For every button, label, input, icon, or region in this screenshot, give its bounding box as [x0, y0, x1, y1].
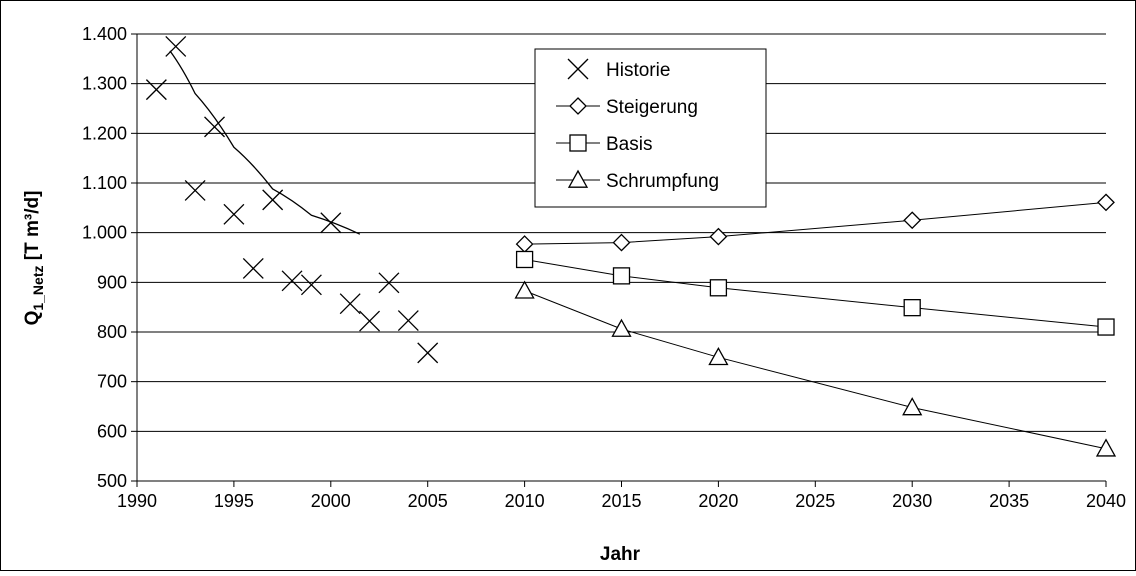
legend-item-steigerung: Steigerung — [556, 97, 698, 118]
y-tick-label: 1.100 — [82, 173, 127, 193]
data-point-historie — [281, 270, 303, 292]
x-tick-label: 2020 — [698, 491, 738, 511]
x-tick-labels: 1990 1995 2000 2005 2010 2015 2020 2025 2030 2035… — [117, 491, 1126, 511]
legend-item-schrumpfung: Schrumpfung — [556, 169, 719, 192]
data-point-steigerung — [709, 227, 728, 246]
y-axis-title-main: Q — [22, 311, 43, 326]
data-point-historie-stroke — [417, 342, 439, 364]
legend-marker-schrumpfung — [567, 169, 589, 188]
data-point-schrumpfung — [708, 346, 729, 366]
historie-trendline — [169, 50, 361, 235]
y-tick-label: 1.300 — [82, 74, 127, 94]
data-point-historie — [300, 274, 322, 296]
data-point-historie — [339, 293, 361, 315]
data-point-steigerung — [612, 233, 631, 252]
legend-marker-basis — [569, 134, 587, 152]
y-tick-label: 1.200 — [82, 123, 127, 143]
data-point-schrumpfung — [902, 397, 923, 416]
y-tick-labels: 500 600 700 800 900 1.000 1.100 1.200 1.300 1.400 — [82, 24, 127, 491]
data-point-historie-stroke — [165, 35, 187, 57]
data-point-historie — [378, 272, 400, 294]
data-point-historie-stroke — [378, 272, 400, 294]
legend-label-schrumpfung: Schrumpfung — [606, 171, 719, 192]
series-historie — [145, 35, 439, 364]
series-basis — [515, 250, 1115, 336]
data-point-historie — [165, 35, 187, 57]
data-point-historie — [417, 342, 439, 364]
legend-label-steigerung: Steigerung — [606, 97, 698, 118]
data-point-historie — [359, 310, 381, 332]
data-point-steigerung — [903, 211, 922, 230]
series — [145, 35, 1117, 457]
legend-item-historie: Historie — [567, 58, 670, 81]
legend-label-historie: Historie — [606, 60, 670, 81]
x-tick-label: 2015 — [601, 491, 641, 511]
x-tick-label: 2000 — [311, 491, 351, 511]
data-point-historie-stroke — [242, 257, 264, 279]
legend-label-basis: Basis — [606, 134, 652, 155]
series-schrumpfung — [514, 280, 1117, 457]
axes — [131, 33, 1107, 487]
data-point-historie-stroke — [397, 310, 419, 332]
y-tick-label: 1.000 — [82, 223, 127, 243]
y-tick-label: 900 — [97, 272, 127, 292]
legend-marker-historie — [567, 58, 589, 80]
x-tick-label: 2035 — [989, 491, 1029, 511]
data-point-historie — [223, 203, 245, 225]
data-point-historie-stroke — [339, 293, 361, 315]
legend: Historie Steigerung Basis Schrumpfung — [534, 48, 767, 208]
y-axis-title: Q1_Netz [T m³/d] — [22, 191, 46, 326]
data-point-historie — [320, 212, 342, 234]
legend-marker-historie-stroke — [567, 58, 589, 80]
x-tick-label: 2005 — [408, 491, 448, 511]
data-point-basis — [903, 299, 921, 317]
y-tick-label: 600 — [97, 421, 127, 441]
data-point-historie — [184, 179, 206, 201]
data-point-historie-stroke — [145, 79, 167, 101]
x-tick-label: 2030 — [892, 491, 932, 511]
data-point-historie-stroke — [184, 179, 206, 201]
x-tick-label: 1995 — [214, 491, 254, 511]
data-point-steigerung — [1097, 193, 1115, 212]
x-tick-label: 2040 — [1086, 491, 1126, 511]
y-tick-label: 700 — [97, 372, 127, 392]
legend-items: Historie Steigerung Basis Schrumpfung — [556, 58, 719, 192]
data-point-historie — [262, 189, 284, 211]
series-steigerung — [515, 193, 1115, 254]
data-point-historie-stroke — [300, 274, 322, 296]
data-point-basis — [515, 250, 534, 269]
data-point-historie-stroke — [204, 116, 225, 138]
data-point-historie-stroke — [281, 270, 303, 292]
x-tick-label: 1990 — [117, 491, 157, 511]
data-point-basis — [612, 267, 631, 285]
data-point-historie-stroke — [223, 203, 245, 225]
data-point-historie — [145, 79, 167, 101]
data-point-historie-stroke — [262, 189, 284, 211]
data-point-schrumpfung — [611, 318, 632, 337]
data-point-schrumpfung — [514, 280, 535, 299]
x-axis-title: Jahr — [600, 544, 641, 565]
data-point-historie — [204, 116, 225, 138]
data-point-historie — [397, 310, 419, 332]
y-tick-label: 500 — [97, 471, 127, 491]
data-point-historie-stroke — [320, 212, 342, 234]
data-point-basis — [1097, 318, 1115, 336]
data-point-basis — [709, 279, 728, 297]
legend-marker-steigerung — [569, 97, 587, 115]
y-tick-label: 1.400 — [82, 24, 127, 44]
x-tick-label: 2025 — [795, 491, 835, 511]
data-point-schrumpfung — [1095, 438, 1117, 457]
y-tick-label: 800 — [97, 322, 127, 342]
data-point-historie — [242, 257, 264, 279]
y-axis-title-sub: 1_Netz — [30, 266, 46, 311]
x-tick-label: 2010 — [505, 491, 545, 511]
data-point-historie-stroke — [359, 310, 381, 332]
y-axis-title-rest: [T m³/d] — [22, 191, 43, 266]
legend-item-basis: Basis — [556, 134, 652, 155]
